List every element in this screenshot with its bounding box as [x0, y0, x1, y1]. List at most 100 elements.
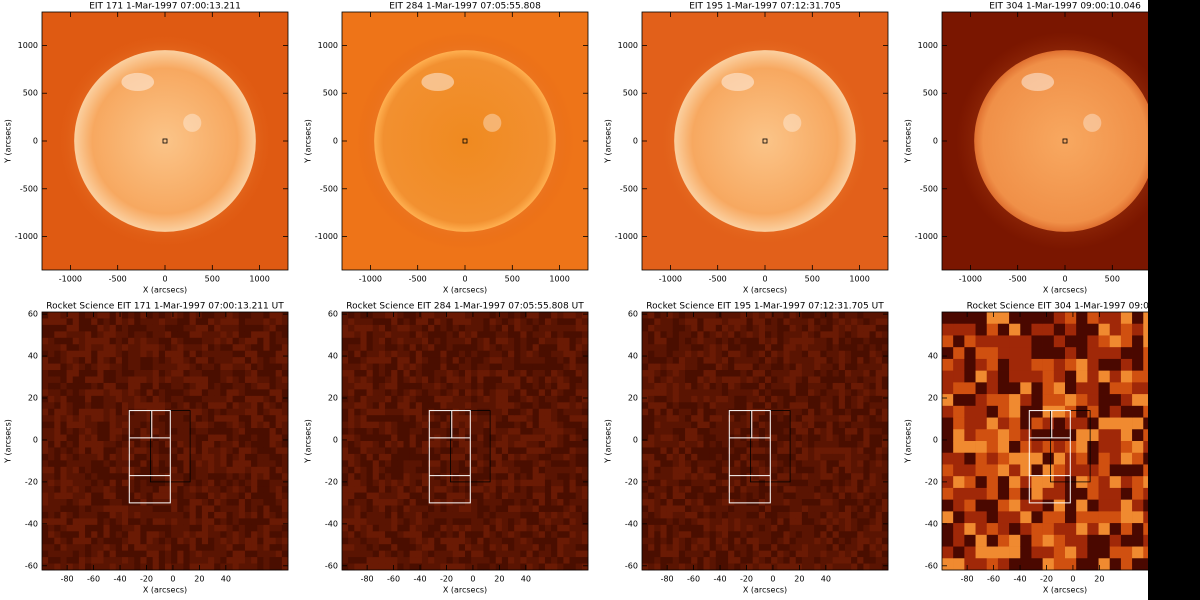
- pixel: [869, 563, 876, 571]
- pixel: [495, 524, 503, 532]
- pixel: [214, 312, 221, 319]
- pixel: [471, 357, 478, 364]
- pixel: [446, 312, 453, 319]
- pixel: [489, 337, 497, 345]
- pixel: [771, 415, 778, 422]
- pixel: [415, 382, 423, 390]
- pixel: [808, 511, 815, 519]
- pixel: [134, 357, 141, 364]
- pixel: [238, 344, 246, 351]
- pixel: [857, 518, 864, 526]
- pixel: [557, 370, 564, 377]
- pixel: [409, 408, 417, 416]
- pixel: [538, 499, 546, 506]
- pixel: [471, 370, 478, 377]
- pixel: [489, 415, 497, 422]
- pixel: [48, 524, 55, 532]
- pixel: [666, 363, 674, 371]
- pixel: [403, 453, 410, 461]
- pixel: [826, 486, 833, 493]
- pixel: [134, 318, 141, 326]
- pixel: [826, 492, 833, 500]
- pixel: [232, 537, 240, 545]
- pixel: [666, 441, 674, 448]
- pixel: [275, 312, 283, 319]
- pixel: [648, 518, 655, 526]
- pixel: [434, 415, 441, 422]
- pixel: [208, 524, 215, 532]
- pixel: [551, 337, 558, 345]
- pixel: [195, 550, 203, 558]
- pixel: [672, 537, 680, 545]
- pixel: [72, 421, 80, 429]
- pixel: [857, 344, 864, 351]
- pixel: [360, 434, 367, 442]
- pixel: [226, 524, 233, 532]
- pixel: [765, 511, 772, 519]
- pixel: [672, 479, 680, 487]
- pixel: [715, 415, 723, 422]
- pixel: [789, 473, 797, 480]
- pixel: [826, 518, 833, 526]
- pixel: [551, 563, 558, 571]
- pixel: [275, 544, 283, 551]
- pixel: [777, 357, 784, 364]
- pixel: [648, 563, 655, 571]
- pixel: [146, 460, 153, 468]
- pixel: [672, 486, 680, 493]
- pixel: [177, 389, 184, 397]
- pixel: [91, 453, 98, 461]
- pixel: [128, 363, 135, 371]
- pixel: [391, 408, 398, 416]
- pixel: [378, 389, 386, 397]
- pixel: [526, 363, 533, 371]
- pixel: [66, 408, 74, 416]
- pixel: [115, 453, 123, 461]
- pixel: [238, 557, 246, 564]
- pixel: [826, 505, 833, 513]
- pixel: [832, 350, 840, 358]
- pixel: [526, 557, 533, 564]
- pixel: [820, 550, 827, 558]
- pixel: [771, 434, 778, 442]
- pixel: [72, 331, 80, 339]
- pixel: [152, 389, 160, 397]
- pixel: [208, 312, 215, 319]
- pixel: [409, 324, 417, 332]
- pixel: [685, 363, 692, 371]
- pixel: [672, 505, 680, 513]
- pixel: [551, 557, 558, 564]
- pixel: [269, 473, 276, 480]
- pixel: [734, 524, 741, 532]
- pixel: [532, 415, 540, 422]
- pixel: [721, 395, 729, 403]
- pixel: [685, 550, 692, 558]
- pixel: [158, 370, 166, 377]
- pixel: [434, 350, 441, 358]
- pixel: [678, 544, 686, 551]
- pixel: [201, 511, 209, 519]
- pixel: [54, 531, 61, 539]
- pixel: [752, 408, 760, 416]
- pixel: [697, 544, 704, 551]
- y-tick-label: -60: [25, 561, 38, 570]
- pixel: [863, 486, 870, 493]
- pixel: [140, 376, 147, 384]
- pixel: [360, 492, 367, 500]
- pixel: [78, 505, 86, 513]
- pixel: [403, 479, 410, 487]
- pixel: [391, 557, 398, 564]
- pixel: [91, 486, 98, 493]
- pixel: [678, 466, 686, 474]
- pixel: [458, 550, 466, 558]
- pixel: [238, 479, 246, 487]
- pixel: [685, 382, 692, 390]
- pixel: [177, 563, 184, 571]
- pixel: [257, 415, 264, 422]
- pixel: [220, 537, 227, 545]
- pixel: [446, 524, 453, 532]
- pixel: [869, 337, 876, 345]
- pixel: [483, 363, 490, 371]
- pixel: [709, 550, 717, 558]
